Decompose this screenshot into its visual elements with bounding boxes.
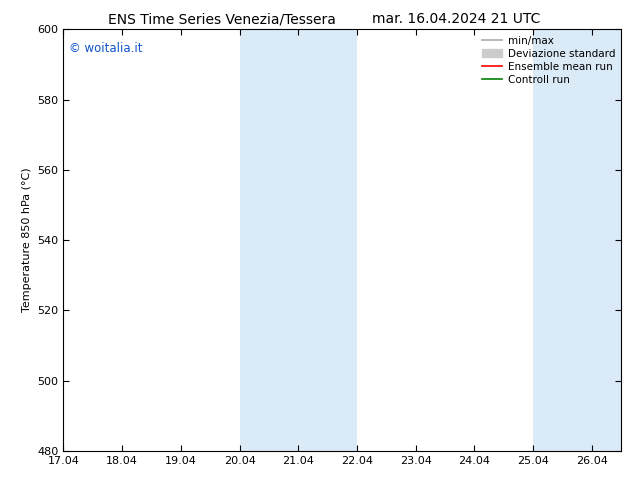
Text: mar. 16.04.2024 21 UTC: mar. 16.04.2024 21 UTC [372,12,541,26]
Text: © woitalia.it: © woitalia.it [69,42,143,55]
Bar [240,29,357,451]
Text: ENS Time Series Venezia/Tessera: ENS Time Series Venezia/Tessera [108,12,336,26]
Bar [533,29,621,451]
Legend: min/max, Deviazione standard, Ensemble mean run, Controll run: min/max, Deviazione standard, Ensemble m… [477,31,619,89]
Y-axis label: Temperature 850 hPa (°C): Temperature 850 hPa (°C) [22,168,32,313]
